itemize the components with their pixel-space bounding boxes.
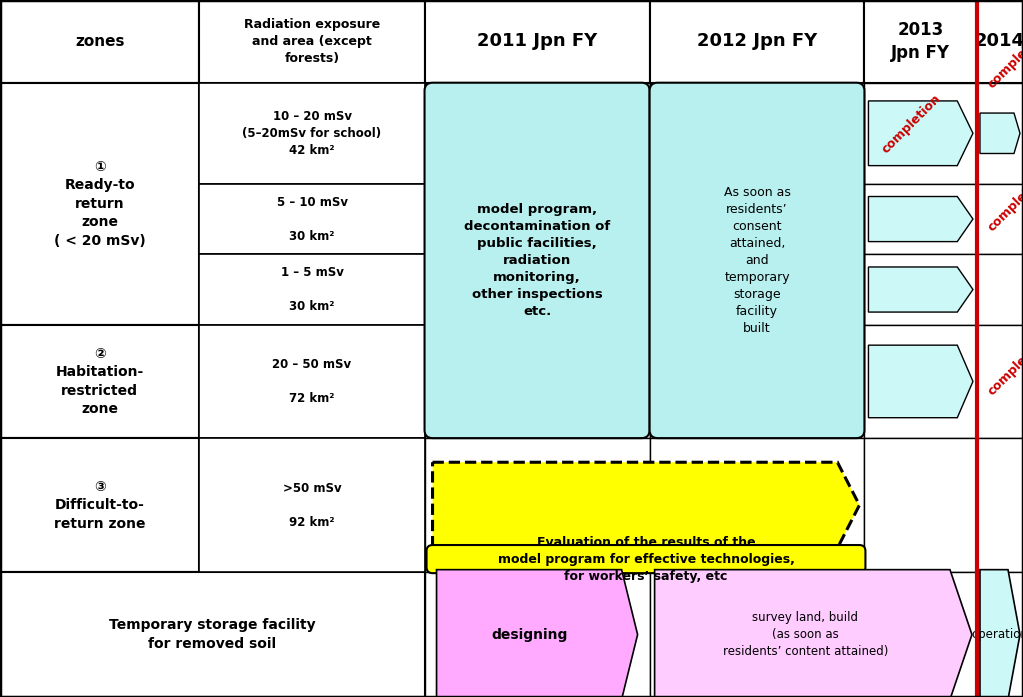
- Text: designing: designing: [491, 627, 568, 641]
- Bar: [650, 184, 864, 254]
- Text: completion: completion: [985, 334, 1023, 398]
- Text: completion: completion: [985, 26, 1023, 91]
- Text: Temporary storage facility
for removed soil: Temporary storage facility for removed s…: [109, 618, 315, 651]
- Text: 20 – 50 mSv

72 km²: 20 – 50 mSv 72 km²: [272, 358, 352, 405]
- Bar: [425, 325, 650, 438]
- Bar: [199, 325, 425, 438]
- Polygon shape: [869, 101, 973, 166]
- Polygon shape: [980, 569, 1020, 697]
- Bar: [425, 83, 650, 184]
- Text: 2014: 2014: [975, 32, 1023, 50]
- Bar: [425, 184, 650, 254]
- Text: 1 – 5 mSv

30 km²: 1 – 5 mSv 30 km²: [280, 266, 344, 313]
- Bar: [864, 83, 977, 184]
- Text: 2012 Jpn FY: 2012 Jpn FY: [697, 32, 817, 50]
- Bar: [977, 184, 1023, 254]
- Text: Evaluation of the results of the
model program for effective technologies,
for w: Evaluation of the results of the model p…: [497, 535, 795, 583]
- Bar: [977, 572, 1023, 697]
- Text: operation: operation: [972, 628, 1023, 641]
- Bar: [425, 0, 650, 83]
- Text: ②
Habitation-
restricted
zone: ② Habitation- restricted zone: [55, 347, 144, 416]
- Bar: [199, 184, 425, 254]
- Bar: [864, 438, 977, 572]
- Text: >50 mSv

92 km²: >50 mSv 92 km²: [282, 482, 342, 528]
- Text: 5 – 10 mSv

30 km²: 5 – 10 mSv 30 km²: [276, 196, 348, 243]
- FancyBboxPatch shape: [650, 83, 864, 438]
- Bar: [199, 83, 425, 184]
- FancyBboxPatch shape: [427, 545, 865, 573]
- Bar: [650, 438, 864, 572]
- Text: survey land, build
(as soon as
residents’ content attained): survey land, build (as soon as residents…: [722, 611, 888, 658]
- Bar: [0, 325, 199, 438]
- Text: ①
Ready-to
return
zone
( < 20 mSv): ① Ready-to return zone ( < 20 mSv): [54, 160, 145, 247]
- Polygon shape: [869, 345, 973, 418]
- Text: completion: completion: [880, 91, 943, 156]
- Bar: [650, 254, 864, 325]
- Polygon shape: [655, 569, 972, 697]
- Polygon shape: [980, 113, 1020, 153]
- FancyBboxPatch shape: [425, 83, 650, 438]
- Bar: [650, 325, 864, 438]
- Bar: [425, 254, 650, 325]
- Bar: [864, 254, 977, 325]
- Text: 10 – 20 mSv
(5–20mSv for school)
42 km²: 10 – 20 mSv (5–20mSv for school) 42 km²: [242, 109, 382, 157]
- Bar: [864, 184, 977, 254]
- Text: As soon as
residents’
consent
attained,
and
temporary
storage
facility
built: As soon as residents’ consent attained, …: [723, 186, 791, 335]
- Polygon shape: [437, 569, 637, 697]
- Text: zones: zones: [75, 34, 125, 49]
- Bar: [0, 572, 425, 697]
- Polygon shape: [869, 267, 973, 312]
- Bar: [864, 325, 977, 438]
- Text: 2011 Jpn FY: 2011 Jpn FY: [477, 32, 597, 50]
- Bar: [977, 438, 1023, 572]
- Bar: [864, 0, 977, 83]
- Bar: [199, 0, 425, 83]
- Bar: [864, 572, 977, 697]
- Text: ③
Difficult-to-
return zone: ③ Difficult-to- return zone: [54, 480, 145, 530]
- Text: completion: completion: [985, 170, 1023, 234]
- Bar: [977, 325, 1023, 438]
- Polygon shape: [433, 462, 859, 548]
- Polygon shape: [869, 197, 973, 242]
- Bar: [977, 83, 1023, 184]
- Bar: [0, 438, 199, 572]
- Text: 2013
Jpn FY: 2013 Jpn FY: [891, 20, 950, 62]
- Bar: [650, 572, 864, 697]
- Text: Radiation exposure
and area (except
forests): Radiation exposure and area (except fore…: [243, 18, 381, 65]
- Bar: [0, 0, 199, 83]
- Bar: [0, 83, 199, 325]
- Text: model program,
decontamination of
public facilities,
radiation
monitoring,
other: model program, decontamination of public…: [464, 203, 610, 318]
- Bar: [199, 438, 425, 572]
- Bar: [977, 254, 1023, 325]
- Bar: [650, 0, 864, 83]
- Bar: [977, 0, 1023, 83]
- Bar: [199, 254, 425, 325]
- Bar: [425, 572, 650, 697]
- Bar: [650, 83, 864, 184]
- Bar: [425, 438, 650, 572]
